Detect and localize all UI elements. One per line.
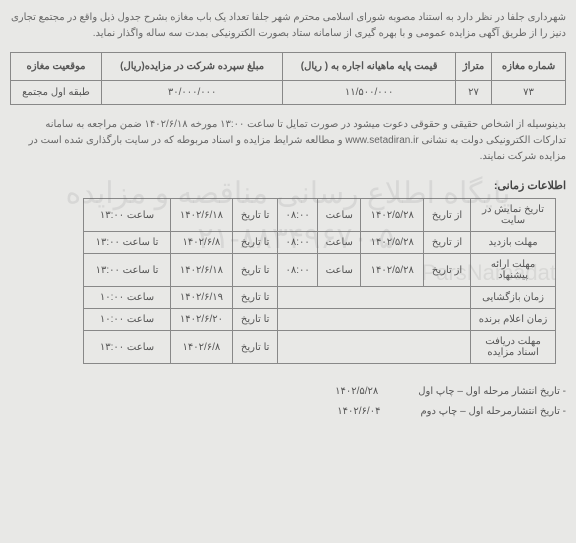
timing-cell: ۱۴۰۲/۶/۱۹ — [170, 287, 233, 309]
col-deposit: مبلغ سپرده شرکت در مزایده(ریال) — [101, 53, 282, 81]
timing-row: تاریخ نمایش در سایتاز تاریخ۱۴۰۲/۵/۲۸ساعت… — [84, 199, 556, 232]
timing-cell: ۱۴۰۲/۶/۱۸ — [170, 199, 233, 232]
timing-cell: ۰۸:۰۰ — [278, 199, 318, 232]
timing-label: مهلت دریافت اسناد مزایده — [471, 331, 556, 364]
timing-row: زمان بازگشایی تا تاریخ۱۴۰۲/۶/۱۹ساعت ۱۰:۰۰ — [84, 287, 556, 309]
timing-table: تاریخ نمایش در سایتاز تاریخ۱۴۰۲/۵/۲۸ساعت… — [83, 198, 556, 364]
timing-cell: ۱۴۰۲/۶/۸ — [170, 331, 233, 364]
footer-line-1: - تاریخ انتشار مرحله اول – چاپ اول ۱۴۰۲/… — [10, 382, 566, 402]
timing-cell: تا تاریخ — [233, 199, 278, 232]
timing-cell: ۱۴۰۲/۶/۱۸ — [170, 254, 233, 287]
timing-cell: ۱۴۰۲/۵/۲۸ — [361, 254, 424, 287]
timing-cell: ساعت ۱۰:۰۰ — [84, 309, 170, 331]
timing-cell: ۱۴۰۲/۵/۲۸ — [361, 232, 424, 254]
timing-cell: ساعت ۱۳:۰۰ — [84, 331, 170, 364]
table-header-row: شماره مغازه متراژ قیمت پایه ماهیانه اجار… — [11, 53, 566, 81]
cell-area: ۲۷ — [455, 81, 491, 105]
timing-row: مهلت بازدیداز تاریخ۱۴۰۲/۵/۲۸ساعت۰۸:۰۰تا … — [84, 232, 556, 254]
section-title-timing: اطلاعات زمانی: — [10, 179, 566, 192]
timing-cell: از تاریخ — [424, 254, 471, 287]
cell-shop-no: ۷۳ — [492, 81, 566, 105]
footer-date-1: ۱۴۰۲/۵/۲۸ — [335, 382, 378, 402]
auction-info-table: شماره مغازه متراژ قیمت پایه ماهیانه اجار… — [10, 52, 566, 105]
timing-cell: ۰۸:۰۰ — [278, 254, 318, 287]
footer-label-2: - تاریخ انتشارمرحله اول – چاپ دوم — [420, 402, 566, 422]
timing-cell: ۱۴۰۲/۶/۲۰ — [170, 309, 233, 331]
footer-label-1: - تاریخ انتشار مرحله اول – چاپ اول — [418, 382, 566, 402]
timing-cell: ۱۴۰۲/۵/۲۸ — [361, 199, 424, 232]
timing-cell: تا تاریخ — [233, 254, 278, 287]
table-data-row: ۷۳ ۲۷ ۱۱/۵۰۰/۰۰۰ ۳۰/۰۰۰/۰۰۰ طبقه اول مجت… — [11, 81, 566, 105]
timing-cell-empty — [278, 331, 471, 364]
cell-base-price: ۱۱/۵۰۰/۰۰۰ — [283, 81, 456, 105]
timing-row: مهلت ارائه پیشنهاداز تاریخ۱۴۰۲/۵/۲۸ساعت۰… — [84, 254, 556, 287]
timing-cell: از تاریخ — [424, 232, 471, 254]
cell-location: طبقه اول مجتمع — [11, 81, 102, 105]
timing-cell: ساعت — [318, 254, 361, 287]
footer-date-2: ۱۴۰۲/۶/۰۴ — [337, 402, 380, 422]
col-area: متراژ — [455, 53, 491, 81]
timing-row: زمان اعلام برنده تا تاریخ۱۴۰۲/۶/۲۰ساعت ۱۰… — [84, 309, 556, 331]
timing-cell: تا تاریخ — [233, 287, 278, 309]
timing-cell-empty — [278, 309, 471, 331]
timing-cell: تا ساعت ۱۳:۰۰ — [84, 254, 170, 287]
col-base-price: قیمت پایه ماهیانه اجاره به ( ریال) — [283, 53, 456, 81]
publication-dates: - تاریخ انتشار مرحله اول – چاپ اول ۱۴۰۲/… — [10, 382, 566, 422]
footer-line-2: - تاریخ انتشارمرحله اول – چاپ دوم ۱۴۰۲/۶… — [10, 402, 566, 422]
intro-text: شهرداری جلفا در نظر دارد به استناد مصوبه… — [10, 10, 566, 42]
col-shop-no: شماره مغازه — [492, 53, 566, 81]
col-location: موقعیت مغازه — [11, 53, 102, 81]
timing-cell-empty — [278, 287, 471, 309]
timing-cell: ۱۴۰۲/۶/۸ — [170, 232, 233, 254]
cell-deposit: ۳۰/۰۰۰/۰۰۰ — [101, 81, 282, 105]
timing-label: مهلت ارائه پیشنهاد — [471, 254, 556, 287]
timing-label: زمان بازگشایی — [471, 287, 556, 309]
timing-label: زمان اعلام برنده — [471, 309, 556, 331]
timing-cell: ساعت — [318, 199, 361, 232]
timing-cell: تا تاریخ — [233, 232, 278, 254]
timing-cell: ساعت — [318, 232, 361, 254]
timing-label: تاریخ نمایش در سایت — [471, 199, 556, 232]
timing-cell: از تاریخ — [424, 199, 471, 232]
timing-label: مهلت بازدید — [471, 232, 556, 254]
body-text: بدینوسیله از اشخاص حقیقی و حقوقی دعوت می… — [10, 117, 566, 165]
timing-row: مهلت دریافت اسناد مزایده تا تاریخ۱۴۰۲/۶/۸… — [84, 331, 556, 364]
timing-cell: ۰۸:۰۰ — [278, 232, 318, 254]
timing-cell: تا تاریخ — [233, 309, 278, 331]
timing-cell: تا تاریخ — [233, 331, 278, 364]
timing-cell: ساعت ۱۰:۰۰ — [84, 287, 170, 309]
timing-cell: ساعت ۱۳:۰۰ — [84, 199, 170, 232]
timing-cell: تا ساعت ۱۳:۰۰ — [84, 232, 170, 254]
